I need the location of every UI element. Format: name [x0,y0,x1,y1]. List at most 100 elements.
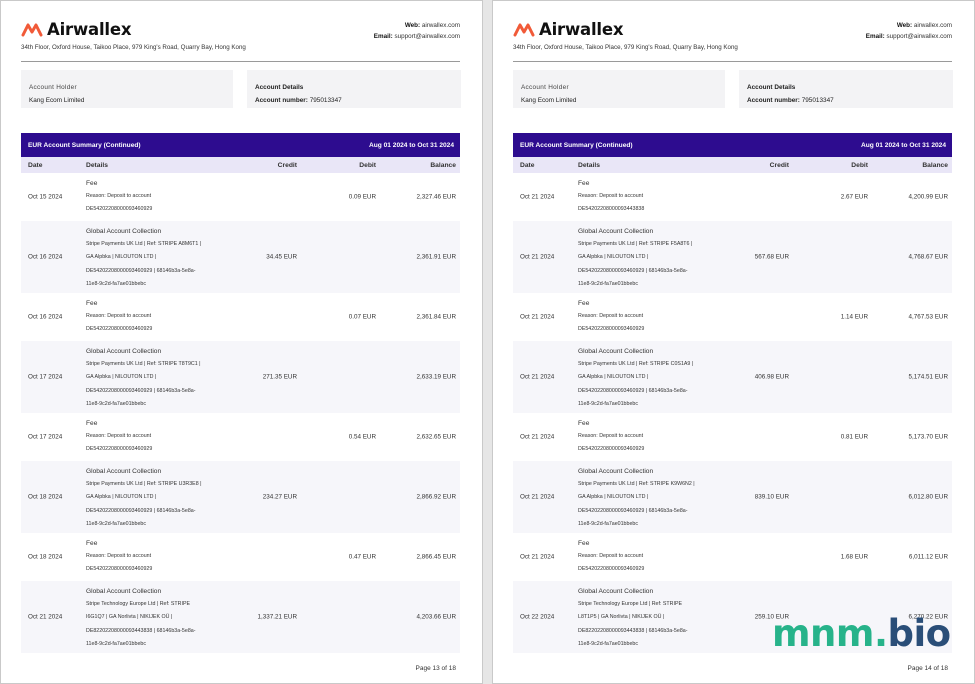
table-row: Oct 21 2024 Fee Reason: Deposit to account… [513,413,952,461]
transaction-detail-line: Reason: Deposit to account [578,313,644,319]
cell-balance: 5,174.51 EUR [908,373,948,381]
transaction-detail-line: 11e8-9c2d-fa7ae01bbebc [86,401,146,408]
cell-date: Oct 21 2024 [520,253,555,261]
cell-details: Fee Reason: Deposit to account DE542022080… [86,537,221,577]
email-label: Email: [373,32,393,40]
table-row: Oct 21 2024 Fee Reason: Deposit to account… [513,533,952,581]
transaction-detail-line: Stripe Technology Europe Ltd | Ref: STRI… [86,601,191,607]
email-link[interactable]: support@airwallex.com [886,32,952,40]
transaction-detail-line: Reason: Deposit to account [578,553,644,559]
table-row: Oct 17 2024 Fee Reason: Deposit to account… [21,413,460,461]
transaction-detail-line: Reason: Deposit to account [86,553,152,559]
transaction-detail-line: Stripe Payments UK Ltd | Ref: STRIPE U3R… [86,481,202,487]
cell-credit: 259.10 EUR [754,613,789,621]
cell-debit: 0.81 EUR [840,433,868,441]
column-header-date: Date [28,162,43,169]
cell-details: Global Account Collection Stripe Payments… [86,345,221,412]
account-holder-value: Kang Ecom Limited [29,97,85,104]
cell-details: Fee Reason: Deposit to account DE542022080… [578,297,713,337]
account-details-label: Account Details [255,84,304,91]
column-header-debit: Debit [359,162,376,169]
web-link[interactable]: airwallex.com [913,22,952,29]
table-row: Oct 16 2024 Fee Reason: Deposit to account… [21,293,460,341]
column-header-credit: Credit [277,162,297,169]
brand-name: Airwallex [47,20,132,39]
cell-credit: 406.98 EUR [754,373,789,381]
cell-details: Fee Reason: Deposit to account DE542022080… [86,417,221,457]
cell-details: Fee Reason: Deposit to account DE542022080… [86,297,221,337]
table-row: Oct 18 2024 Fee Reason: Deposit to account… [21,533,460,581]
transactions-table: Oct 15 2024 Fee Reason: Deposit to account… [21,173,460,653]
summary-bar: EUR Account Summary (Continued) Aug 01 2… [21,133,460,157]
cell-balance: 6,012.80 EUR [908,493,948,501]
account-holder-box: Account Holder Kang Ecom Limited [513,70,725,108]
transaction-detail-line: GA Alpbka | NILOUTON LTD | [578,374,649,381]
cell-balance: 6,011.12 EUR [908,553,948,561]
transaction-detail-line: 11e8-9c2d-fa7ae01bbebc [578,521,638,528]
contact-info: Web: airwallex.com Email: support@airwal… [866,21,952,42]
table-row: Oct 15 2024 Fee Reason: Deposit to account… [21,173,460,221]
cell-details: Fee Reason: Deposit to account DE542022080… [578,177,713,217]
column-header-details: Details [578,162,600,169]
transaction-detail-line: DE54202208000093460929 [86,326,153,333]
airwallex-logo-icon [21,23,43,36]
transaction-detail-line: Stripe Payments UK Ltd | Ref: STRIPE T8T… [86,361,201,367]
cell-date: Oct 16 2024 [28,313,63,321]
transaction-detail-line: Reason: Deposit to account [86,313,152,319]
transaction-detail-line: Reason: Deposit to account [578,433,644,439]
cell-balance: 2,633.19 EUR [416,373,456,381]
cell-balance: 4,203.66 EUR [416,613,456,621]
transaction-type: Global Account Collection [86,588,162,595]
transaction-detail-line: DE54202208000093460929 | 68146b3a-5e8a- [86,387,196,394]
web-link[interactable]: airwallex.com [421,22,460,29]
email-link[interactable]: support@airwallex.com [394,32,460,40]
transaction-detail-line: DE54202208000093460929 [578,566,645,573]
cell-balance: 2,866.92 EUR [416,493,456,501]
table-row: Oct 21 2024 Global Account Collection Stri… [513,461,952,533]
column-header-balance: Balance [922,162,948,169]
cell-details: Global Account Collection Stripe Payments… [86,465,221,532]
page-header: Airwallex 34th Floor, Oxford House, Taik… [513,19,952,62]
cell-details: Fee Reason: Deposit to account DE542022080… [86,177,221,217]
transaction-detail-line: DE54202208000093460929 | 68146b3a-5e8a- [86,507,196,514]
cell-balance: 2,866.45 EUR [416,553,456,561]
statement-page: Airwallex 34th Floor, Oxford House, Taik… [0,0,483,684]
transaction-detail-line: 11e8-9c2d-fa7ae01bbebc [578,401,638,408]
account-details-label: Account Details [747,84,796,91]
column-header-debit: Debit [851,162,868,169]
cell-date: Oct 18 2024 [28,493,63,501]
cell-debit: 0.54 EUR [348,433,376,441]
watermark-part2: bio [887,612,952,655]
account-details-box: Account Details Account number: 79501334… [247,70,461,108]
transaction-detail-line: 11e8-9c2d-fa7ae01bbebc [578,641,638,648]
cell-date: Oct 17 2024 [28,433,63,441]
account-holder-value: Kang Ecom Limited [521,97,577,104]
transaction-detail-line: I6G1Q7 | GA Norlivta | NIKIJEK OÜ | [86,614,173,621]
cell-date: Oct 21 2024 [520,373,555,381]
contact-info: Web: airwallex.com Email: support@airwal… [374,21,460,42]
transaction-detail-line: GA Alpbka | NILOUTON LTD | [578,254,649,261]
transaction-detail-line: Stripe Technology Europe Ltd | Ref: STRI… [578,601,683,607]
company-address: 34th Floor, Oxford House, Taikoo Place, … [513,44,738,51]
transaction-detail-line: DE54202208000093460929 | 68146b3a-5e8a- [578,387,688,394]
transaction-detail-line: L8T1P5 | GA Norlivta | NIKIJEK OÜ | [578,614,665,621]
transaction-detail-line: DE54202208000093460929 [86,446,153,453]
transaction-detail-line: Stripe Payments UK Ltd | Ref: STRIPE F5A… [578,241,693,247]
table-header: Date Details Credit Debit Balance [513,157,952,173]
cell-details: Global Account Collection Stripe Payments… [578,225,713,292]
table-header: Date Details Credit Debit Balance [21,157,460,173]
transaction-detail-line: DE54202208000093460929 | 68146b3a-5e8a- [578,507,688,514]
account-number-value: 795013347 [801,97,834,104]
email-label: Email: [865,32,885,40]
transaction-detail-line: DE54202208000093460929 [578,446,645,453]
web-label: Web: [896,22,913,29]
transaction-detail-line: GA Alpbka | NILOUTON LTD | [578,494,649,501]
transaction-detail-line: DE54202208000093460929 [86,566,153,573]
transaction-type: Fee [578,420,590,427]
account-details-box: Account Details Account number: 79501334… [739,70,953,108]
cell-details: Global Account Collection Stripe Technolo… [578,585,713,652]
transaction-detail-line: DE82202208000093443838 | 68146b3a-5e8a- [578,627,688,634]
table-row: Oct 18 2024 Global Account Collection Stri… [21,461,460,533]
transaction-type: Fee [578,180,590,187]
cell-balance: 2,327.46 EUR [416,193,456,201]
